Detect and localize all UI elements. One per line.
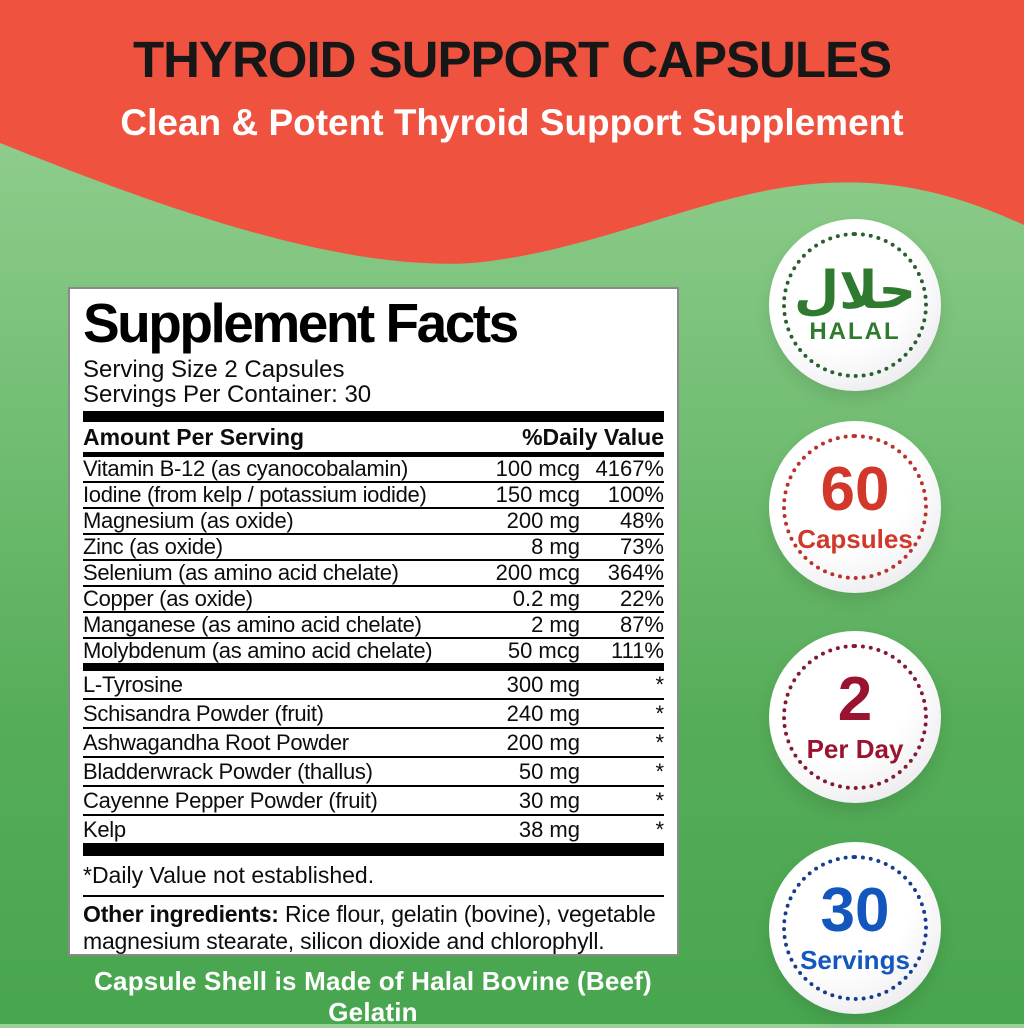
header-wave-background bbox=[0, 0, 1024, 264]
badge-value: 2 bbox=[837, 665, 873, 734]
divider-section bbox=[83, 662, 664, 671]
ingredient-amount: 200 mcg bbox=[495, 559, 580, 585]
ingredient-amount: 50 mg bbox=[518, 758, 580, 784]
ingredient-dv: 22% bbox=[619, 585, 664, 611]
ingredient-name: Molybdenum (as amino acid chelate) bbox=[83, 637, 433, 663]
ingredient-dv: 87% bbox=[619, 611, 664, 637]
servings-per-container: Servings Per Container: 30 bbox=[83, 380, 372, 408]
ingredient-dv: * bbox=[655, 671, 664, 697]
daily-value-header: %Daily Value bbox=[522, 423, 664, 450]
ingredient-dv: 48% bbox=[619, 507, 664, 533]
ingredient-dv: * bbox=[655, 700, 664, 726]
ingredient-name: Vitamin B-12 (as cyanocobalamin) bbox=[83, 455, 409, 481]
ingredient-amount: 150 mcg bbox=[495, 481, 580, 507]
ingredient-dv: 111% bbox=[610, 637, 664, 663]
ingredient-dv: * bbox=[655, 816, 664, 842]
table-row: Ashwagandha Root Powder 200 mg * bbox=[83, 729, 664, 758]
divider-thick bbox=[83, 410, 664, 422]
table-row: Zinc (as oxide) 8 mg 73% bbox=[83, 533, 664, 561]
divider-thick-bottom bbox=[83, 842, 664, 856]
nutrient-table: Vitamin B-12 (as cyanocobalamin) 100 mcg 4… bbox=[83, 455, 664, 663]
table-row: Selenium (as amino acid chelate) 200 mcg 3… bbox=[83, 559, 664, 587]
ingredient-amount: 300 mg bbox=[506, 671, 580, 697]
ingredient-name: Zinc (as oxide) bbox=[83, 533, 223, 559]
table-row: Vitamin B-12 (as cyanocobalamin) 100 mcg 4… bbox=[83, 455, 664, 483]
capsules-count-badge: 60 Capsules bbox=[769, 421, 941, 593]
ingredient-amount: 100 mcg bbox=[495, 455, 580, 481]
capsule-shell-caption: Capsule Shell is Made of Halal Bovine (B… bbox=[94, 966, 652, 1027]
table-row: Kelp 38 mg * bbox=[83, 816, 664, 843]
ingredient-name: Selenium (as amino acid chelate) bbox=[83, 559, 399, 585]
ingredient-dv: * bbox=[655, 787, 664, 813]
table-row: Molybdenum (as amino acid chelate) 50 mcg… bbox=[83, 637, 664, 663]
ingredient-dv: * bbox=[655, 729, 664, 755]
daily-value-footnote: *Daily Value not established. bbox=[83, 861, 375, 888]
halal-arabic-icon: حلال bbox=[793, 260, 917, 321]
ingredient-amount: 240 mg bbox=[506, 700, 580, 726]
badge-label: Servings bbox=[800, 945, 910, 975]
halal-badge: حلال HALAL bbox=[769, 219, 941, 391]
table-row: Cayenne Pepper Powder (fruit) 30 mg * bbox=[83, 787, 664, 816]
ingredient-amount: 8 mg bbox=[531, 533, 580, 559]
serving-size: Serving Size 2 Capsules bbox=[83, 355, 345, 383]
per-day-badge: 2 Per Day bbox=[769, 631, 941, 803]
ingredient-amount: 200 mg bbox=[506, 729, 580, 755]
other-ingredients-text: Rice flour, gelatin (bovine), vegetable … bbox=[83, 900, 656, 954]
table-row: Bladderwrack Powder (thallus) 50 mg * bbox=[83, 758, 664, 787]
divider-medium bbox=[83, 451, 664, 457]
ingredient-dv: 100% bbox=[607, 481, 664, 507]
badge-label: Per Day bbox=[806, 734, 904, 764]
ingredient-name: Magnesium (as oxide) bbox=[83, 507, 294, 533]
ingredient-amount: 50 mcg bbox=[507, 637, 580, 663]
ingredient-name: Ashwagandha Root Powder bbox=[83, 729, 349, 755]
ingredient-dv: 364% bbox=[607, 559, 664, 585]
ingredient-amount: 0.2 mg bbox=[512, 585, 580, 611]
supplement-facts-panel: Supplement Facts Serving Size 2 Capsules… bbox=[68, 287, 679, 956]
table-row: Manganese (as amino acid chelate) 2 mg 87% bbox=[83, 611, 664, 639]
ingredient-dv: 4167% bbox=[595, 455, 664, 481]
table-row: Magnesium (as oxide) 200 mg 48% bbox=[83, 507, 664, 535]
ingredient-dv: * bbox=[655, 758, 664, 784]
other-ingredients-label: Other ingredients: bbox=[83, 900, 279, 927]
ingredient-name: Bladderwrack Powder (thallus) bbox=[83, 758, 373, 784]
ingredient-name: Schisandra Powder (fruit) bbox=[83, 700, 324, 726]
table-row: Iodine (from kelp / potassium iodide) 150… bbox=[83, 481, 664, 509]
table-column-header: Amount Per Serving %Daily Value bbox=[83, 422, 664, 452]
product-subtitle: Clean & Potent Thyroid Support Supplemen… bbox=[120, 102, 904, 143]
servings-count-badge: 30 Servings bbox=[769, 842, 941, 1014]
table-row: Copper (as oxide) 0.2 mg 22% bbox=[83, 585, 664, 613]
badge-value: 60 bbox=[820, 455, 890, 524]
ingredient-dv: 73% bbox=[619, 533, 664, 559]
ingredient-amount: 38 mg bbox=[518, 816, 580, 842]
table-row: L-Tyrosine 300 mg * bbox=[83, 671, 664, 700]
product-title: THYROID SUPPORT CAPSULES bbox=[132, 31, 892, 88]
ingredient-amount: 200 mg bbox=[506, 507, 580, 533]
badge-label: Capsules bbox=[797, 524, 913, 554]
ingredient-name: Kelp bbox=[83, 816, 126, 842]
table-row: Schisandra Powder (fruit) 240 mg * bbox=[83, 700, 664, 729]
ingredient-amount: 2 mg bbox=[531, 611, 580, 637]
botanical-table: L-Tyrosine 300 mg * Schisandra Powder (frui… bbox=[83, 671, 664, 843]
ingredient-amount: 30 mg bbox=[518, 787, 580, 813]
amount-per-serving-header: Amount Per Serving bbox=[83, 423, 305, 450]
header-red-shape bbox=[0, 0, 1024, 264]
badge-label: HALAL bbox=[809, 318, 901, 346]
supplement-facts-title: Supplement Facts bbox=[83, 292, 519, 354]
ingredient-name: Manganese (as amino acid chelate) bbox=[83, 611, 422, 637]
ingredient-name: Iodine (from kelp / potassium iodide) bbox=[83, 481, 427, 507]
ingredient-name: Cayenne Pepper Powder (fruit) bbox=[83, 787, 378, 813]
badge-value: 30 bbox=[820, 876, 890, 945]
ingredient-name: Copper (as oxide) bbox=[83, 585, 253, 611]
other-ingredients: Other ingredients: Rice flour, gelatin (… bbox=[83, 894, 664, 955]
ingredient-name: L-Tyrosine bbox=[83, 671, 183, 697]
